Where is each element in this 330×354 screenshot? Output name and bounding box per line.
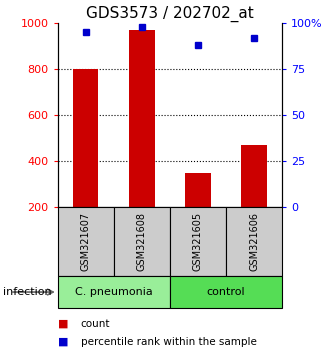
Text: ■: ■	[58, 319, 68, 329]
Bar	[242, 145, 267, 207]
Bar	[129, 30, 154, 207]
Text: ■: ■	[58, 337, 68, 347]
Bar	[170, 276, 282, 308]
Title: GDS3573 / 202702_at: GDS3573 / 202702_at	[86, 5, 254, 22]
Text: GSM321605: GSM321605	[193, 212, 203, 271]
Text: infection: infection	[3, 287, 52, 297]
Bar	[58, 207, 114, 276]
Text: GSM321607: GSM321607	[81, 212, 91, 271]
Text: C. pneumonia: C. pneumonia	[75, 287, 153, 297]
Text: GSM321608: GSM321608	[137, 212, 147, 271]
Bar	[170, 207, 226, 276]
Text: GSM321606: GSM321606	[249, 212, 259, 271]
Bar	[185, 172, 211, 207]
Text: percentile rank within the sample: percentile rank within the sample	[81, 337, 257, 347]
Text: count: count	[81, 319, 110, 329]
Bar	[73, 69, 98, 207]
Bar	[114, 207, 170, 276]
Text: control: control	[207, 287, 246, 297]
Bar	[58, 276, 170, 308]
Bar	[226, 207, 282, 276]
